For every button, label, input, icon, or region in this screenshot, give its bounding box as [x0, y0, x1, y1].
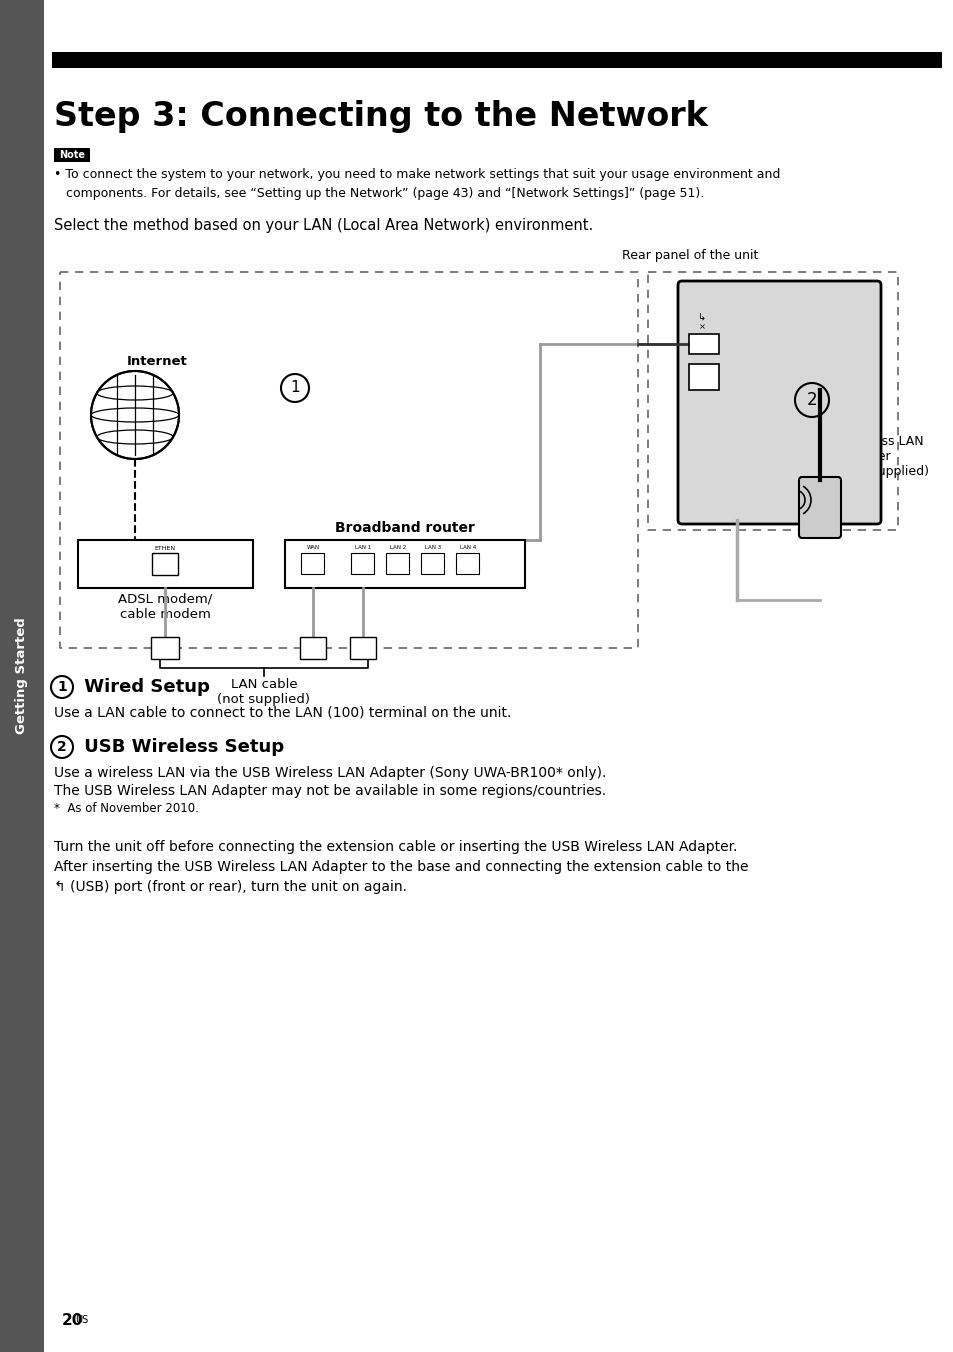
- Text: 2: 2: [57, 740, 67, 754]
- FancyBboxPatch shape: [152, 553, 178, 575]
- Text: LAN 4: LAN 4: [459, 545, 476, 550]
- Text: 1: 1: [290, 380, 299, 396]
- Bar: [54, 147, 90, 162]
- Text: WAN: WAN: [306, 545, 319, 550]
- FancyBboxPatch shape: [151, 637, 179, 658]
- FancyBboxPatch shape: [351, 553, 375, 573]
- Text: The USB Wireless LAN Adapter may not be available in some regions/countries.: The USB Wireless LAN Adapter may not be …: [54, 784, 605, 798]
- FancyBboxPatch shape: [350, 637, 375, 658]
- Text: Step 3: Connecting to the Network: Step 3: Connecting to the Network: [54, 100, 707, 132]
- FancyBboxPatch shape: [456, 553, 479, 573]
- FancyBboxPatch shape: [799, 477, 841, 538]
- FancyBboxPatch shape: [678, 281, 880, 525]
- Bar: [0, 0, 44, 1352]
- Text: 20: 20: [62, 1313, 83, 1328]
- Text: ETHEN: ETHEN: [154, 546, 175, 552]
- Text: LAN 1: LAN 1: [355, 545, 371, 550]
- Bar: [52, 51, 941, 68]
- Text: Internet: Internet: [127, 356, 188, 368]
- Text: Wired Setup: Wired Setup: [78, 677, 210, 696]
- Text: Use a LAN cable to connect to the LAN (100) terminal on the unit.: Use a LAN cable to connect to the LAN (1…: [54, 706, 511, 721]
- Text: 1: 1: [57, 680, 67, 694]
- Text: Select the method based on your LAN (Local Area Network) environment.: Select the method based on your LAN (Loc…: [54, 218, 593, 233]
- Text: ↳: ↳: [698, 312, 705, 322]
- Text: LAN 2: LAN 2: [390, 545, 406, 550]
- Text: ↰ (USB) port (front or rear), turn the unit on again.: ↰ (USB) port (front or rear), turn the u…: [54, 880, 407, 894]
- Text: Broadband router: Broadband router: [335, 521, 475, 535]
- Text: USB
Wireless LAN
Adapter
(not supplied): USB Wireless LAN Adapter (not supplied): [841, 420, 928, 479]
- Text: • To connect the system to your network, you need to make network settings that : • To connect the system to your network,…: [54, 168, 780, 200]
- Text: Note: Note: [59, 150, 85, 160]
- Text: Turn the unit off before connecting the extension cable or inserting the USB Wir: Turn the unit off before connecting the …: [54, 840, 737, 854]
- Text: *  As of November 2010.: * As of November 2010.: [54, 802, 198, 815]
- Text: USB Wireless Setup: USB Wireless Setup: [78, 738, 284, 756]
- Text: Rear panel of the unit: Rear panel of the unit: [621, 249, 758, 262]
- Text: After inserting the USB Wireless LAN Adapter to the base and connecting the exte: After inserting the USB Wireless LAN Ada…: [54, 860, 748, 873]
- Text: LAN cable
(not supplied): LAN cable (not supplied): [217, 677, 310, 706]
- FancyBboxPatch shape: [78, 539, 253, 588]
- FancyBboxPatch shape: [688, 334, 719, 354]
- Text: Use a wireless LAN via the USB Wireless LAN Adapter (Sony UWA-BR100* only).: Use a wireless LAN via the USB Wireless …: [54, 767, 606, 780]
- FancyBboxPatch shape: [285, 539, 524, 588]
- Text: ⨯: ⨯: [698, 323, 705, 331]
- Text: US: US: [75, 1315, 89, 1325]
- Text: LAN 3: LAN 3: [424, 545, 440, 550]
- Text: ADSL modem/
cable modem: ADSL modem/ cable modem: [118, 594, 212, 621]
- FancyBboxPatch shape: [299, 637, 326, 658]
- FancyBboxPatch shape: [386, 553, 409, 573]
- FancyBboxPatch shape: [421, 553, 444, 573]
- Text: 2: 2: [806, 391, 817, 410]
- FancyBboxPatch shape: [301, 553, 324, 573]
- Text: Getting Started: Getting Started: [15, 618, 29, 734]
- FancyBboxPatch shape: [688, 364, 719, 389]
